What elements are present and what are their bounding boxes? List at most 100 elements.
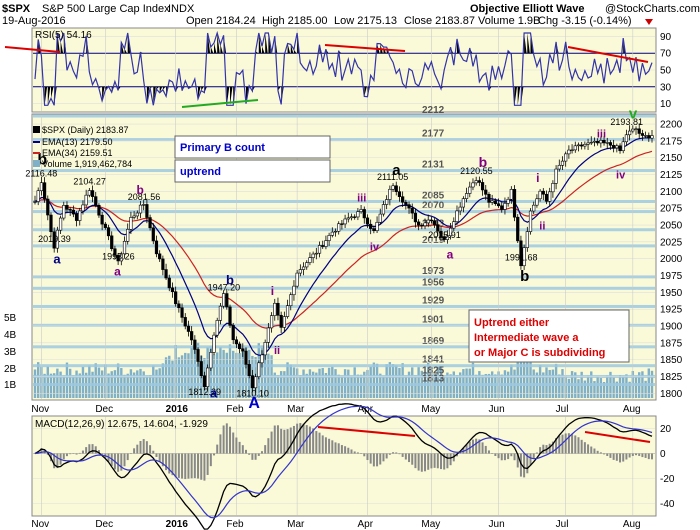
macd-histogram-bar bbox=[395, 452, 398, 454]
macd-histogram-bar bbox=[427, 453, 430, 470]
volume-bar bbox=[241, 349, 244, 398]
volume-bar bbox=[519, 347, 523, 398]
macd-line bbox=[34, 403, 653, 530]
level-line bbox=[33, 345, 655, 349]
macd-histogram-bar bbox=[366, 453, 369, 461]
price-bar bbox=[292, 280, 296, 301]
price-bar bbox=[516, 214, 520, 244]
price-bar bbox=[49, 212, 53, 237]
volume-bar bbox=[228, 344, 232, 398]
volume-bar bbox=[190, 346, 193, 398]
macd-histogram-bar bbox=[219, 434, 222, 454]
level-line bbox=[33, 228, 655, 232]
macd-histogram-bar bbox=[229, 426, 232, 454]
macd-histogram-bar bbox=[567, 433, 570, 454]
price-bar bbox=[410, 203, 414, 220]
price-bar bbox=[461, 196, 465, 213]
macd-histogram-bar bbox=[491, 453, 494, 454]
price-bar bbox=[46, 195, 50, 221]
volume-bar bbox=[353, 367, 356, 398]
wave-label: i bbox=[536, 171, 539, 185]
price-bar bbox=[222, 290, 226, 309]
legend-ema13: EMA(13) 2179.50 bbox=[42, 137, 113, 147]
price-bar bbox=[241, 343, 245, 357]
price-bar bbox=[202, 371, 207, 391]
price-bar bbox=[122, 236, 127, 259]
wave-label: b bbox=[37, 151, 47, 168]
macd-histogram-bar bbox=[302, 423, 305, 454]
volume-bar bbox=[628, 381, 631, 398]
volume-bar bbox=[455, 375, 459, 398]
price-bar bbox=[413, 208, 418, 228]
macd-histogram-bar bbox=[446, 453, 449, 469]
volume-bar bbox=[612, 377, 615, 398]
macd-histogram-bar bbox=[203, 453, 206, 481]
price-bar bbox=[522, 244, 526, 270]
price-label: 2025.91 bbox=[428, 230, 461, 240]
price-bar bbox=[337, 221, 341, 235]
macd-histogram-bar bbox=[484, 445, 487, 454]
price-bar bbox=[186, 320, 191, 337]
level-label: 1869 bbox=[422, 336, 445, 347]
rsi-tick: 70 bbox=[660, 49, 672, 60]
price-bar bbox=[442, 231, 446, 243]
volume-bar bbox=[145, 375, 149, 398]
price-bar bbox=[142, 200, 146, 211]
macd-histogram-bar bbox=[209, 453, 212, 467]
rsi-tick: 90 bbox=[660, 32, 672, 43]
macd-histogram-bar bbox=[587, 444, 590, 454]
volume-bar bbox=[292, 367, 296, 398]
level-label: 1973 bbox=[422, 266, 445, 277]
level-line bbox=[33, 383, 655, 387]
macd-histogram-bar bbox=[340, 445, 343, 454]
macd-histogram-bar bbox=[81, 450, 84, 454]
macd-histogram-bar bbox=[401, 453, 404, 457]
macd-histogram-bar bbox=[558, 435, 561, 454]
price-tick: 1900 bbox=[660, 321, 683, 332]
macd-histogram-bar bbox=[139, 441, 142, 454]
volume-bar bbox=[625, 374, 628, 398]
macd-histogram-bar bbox=[615, 453, 618, 461]
macd-histogram-bar bbox=[529, 453, 532, 466]
price-bar bbox=[429, 216, 434, 224]
price-tick: 1975 bbox=[660, 271, 683, 282]
volume-bar bbox=[232, 350, 235, 398]
volume-bar bbox=[401, 363, 404, 398]
price-bar bbox=[135, 210, 139, 220]
rsi-label: RSI(5) 54.16 bbox=[35, 30, 92, 41]
macd-histogram-bar bbox=[308, 426, 311, 454]
macd-histogram-bar bbox=[372, 453, 375, 467]
price-bar bbox=[612, 139, 616, 153]
level-label: 2177 bbox=[422, 129, 445, 140]
price-bar bbox=[644, 131, 648, 139]
month-label: Feb bbox=[226, 404, 244, 415]
price-bar bbox=[525, 226, 529, 252]
macd-histogram-bar bbox=[571, 434, 574, 454]
price-bar bbox=[33, 195, 37, 205]
macd-histogram-bar bbox=[46, 453, 49, 455]
macd-histogram-bar bbox=[136, 444, 139, 454]
volume-bar bbox=[388, 362, 392, 398]
level-line bbox=[33, 199, 655, 203]
level-line bbox=[33, 323, 655, 327]
volume-bar bbox=[196, 342, 200, 398]
price-bar bbox=[570, 144, 574, 154]
macd-histogram-bar bbox=[417, 453, 420, 471]
price-bar bbox=[564, 151, 568, 167]
legend-ema34: EMA(34) 2159.51 bbox=[42, 148, 113, 158]
price-bar bbox=[487, 192, 491, 208]
ema13-line bbox=[34, 137, 653, 356]
price-bar bbox=[305, 260, 309, 270]
volume-bar bbox=[583, 380, 587, 398]
annotation-line-1: Uptrend either bbox=[474, 317, 550, 329]
macd-histogram-bar bbox=[440, 453, 443, 470]
macd-histogram-bar bbox=[85, 447, 88, 454]
price-bar bbox=[618, 143, 622, 154]
price-label: 2193.81 bbox=[610, 117, 643, 127]
macd-histogram-bar bbox=[564, 433, 567, 454]
macd-histogram-bar bbox=[174, 453, 177, 478]
level-line bbox=[33, 244, 655, 248]
price-bar bbox=[538, 189, 542, 202]
macd-histogram-bar bbox=[181, 453, 184, 479]
